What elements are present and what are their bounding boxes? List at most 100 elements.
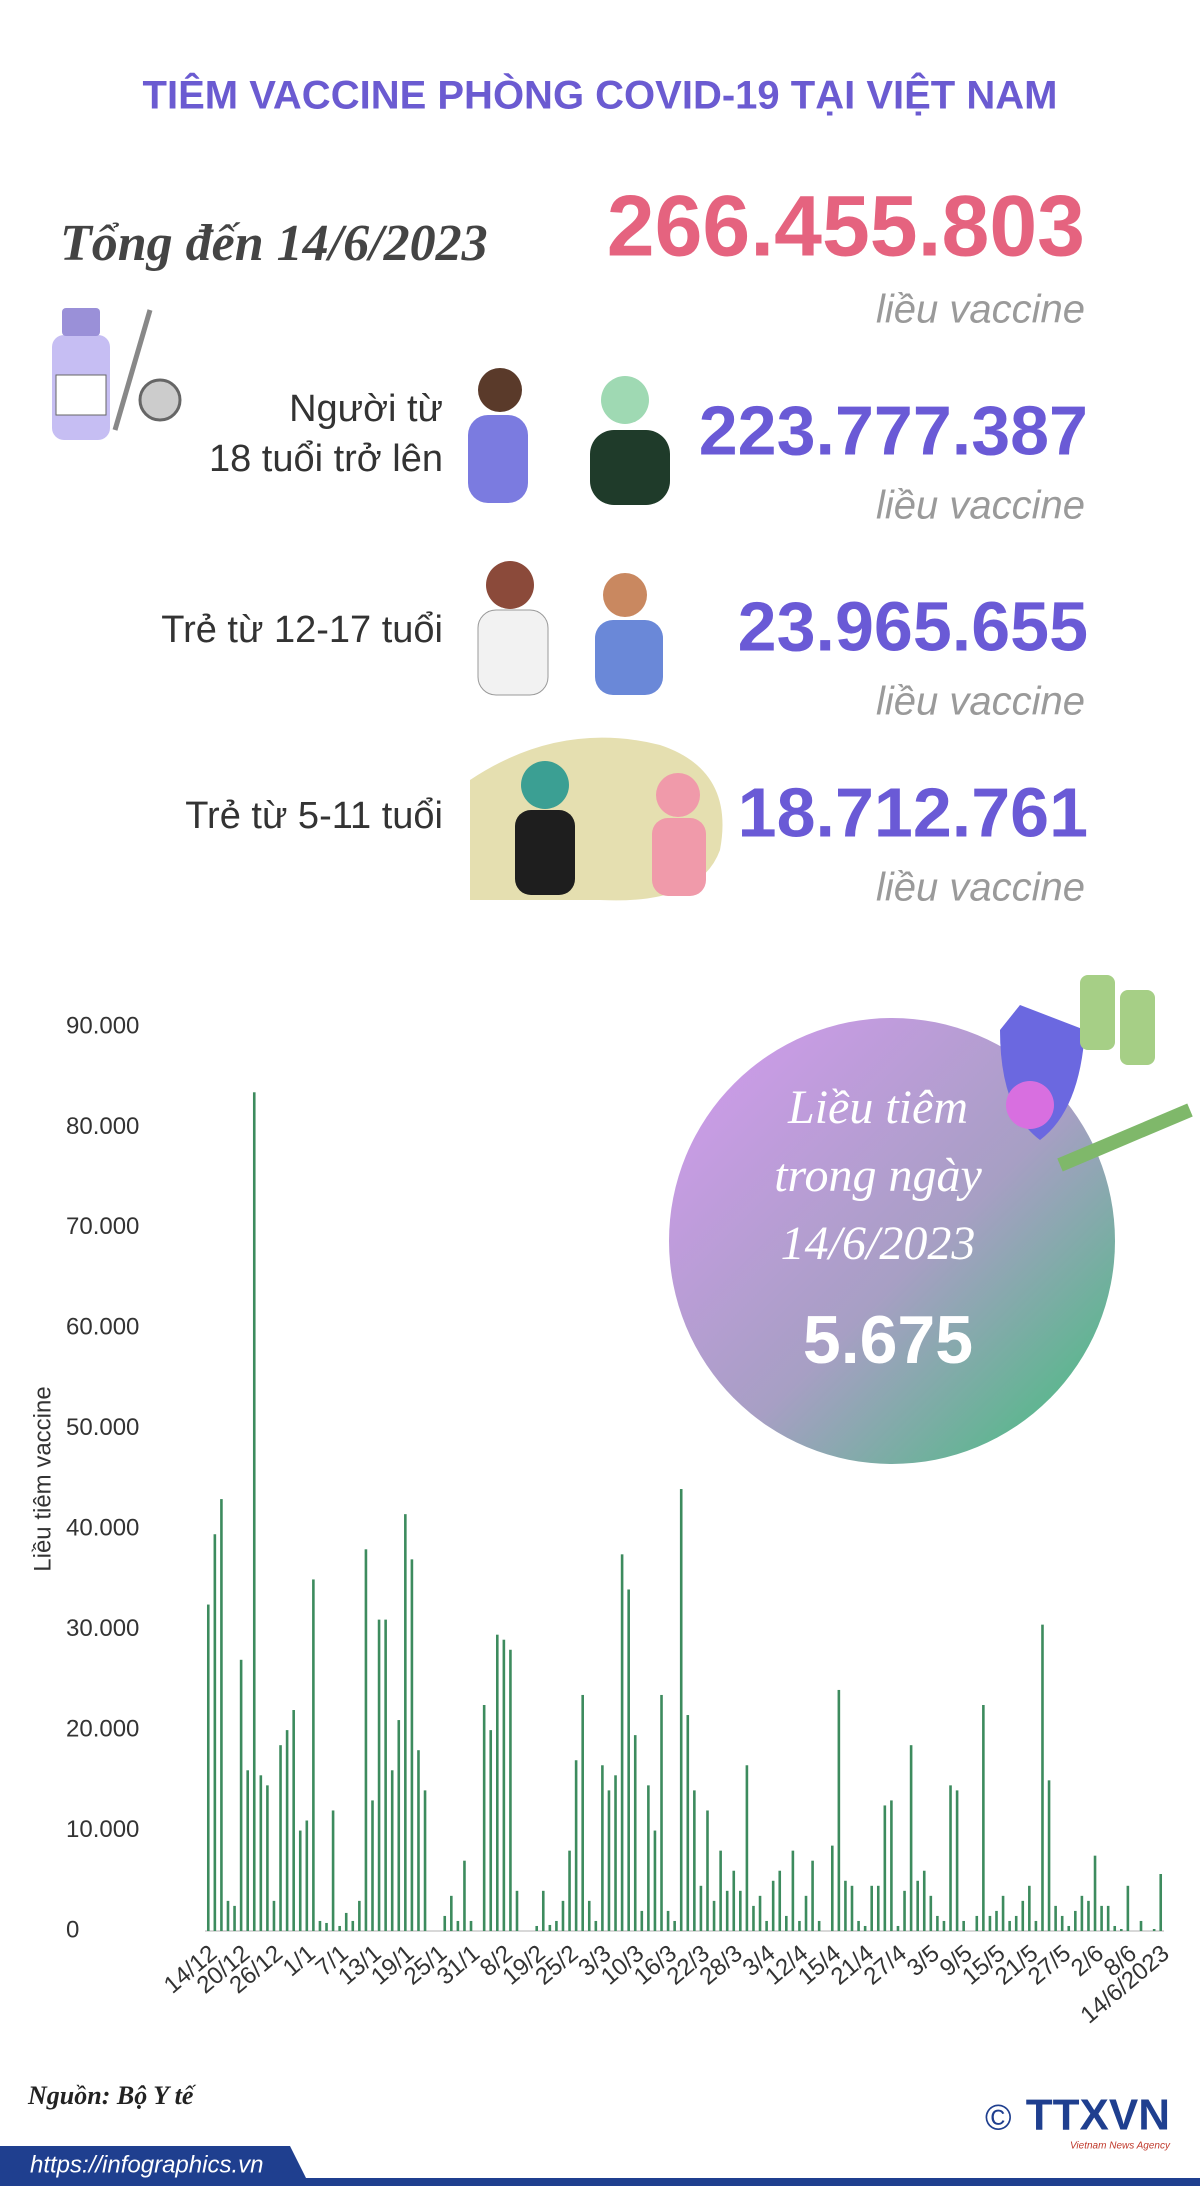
bar xyxy=(266,1785,269,1931)
bar xyxy=(1152,1928,1156,1931)
url[interactable]: https://infographics.vn xyxy=(30,2151,263,2178)
bar xyxy=(259,1775,263,1931)
bar xyxy=(811,1860,814,1931)
group-unit: liều vaccine xyxy=(876,484,1085,528)
bar xyxy=(876,1885,880,1931)
bar xyxy=(883,1805,887,1931)
source: Nguồn: Bộ Y tế xyxy=(27,2081,197,2110)
total-label: Tổng đến 14/6/2023 xyxy=(60,215,488,272)
bar xyxy=(620,1554,624,1931)
bar xyxy=(417,1750,420,1931)
bar xyxy=(844,1880,847,1931)
bar xyxy=(890,1800,893,1931)
title: TIÊM VACCINE PHÒNG COVID-19 TẠI VIỆT NAM xyxy=(143,72,1058,118)
bar xyxy=(863,1925,867,1931)
bar xyxy=(929,1895,933,1931)
y-axis-label: Liều tiêm vaccine xyxy=(29,1386,56,1571)
adult-illustration xyxy=(468,368,670,505)
bar xyxy=(1014,1915,1018,1931)
group-unit: liều vaccine xyxy=(876,866,1085,910)
bar xyxy=(1067,1925,1071,1931)
bar xyxy=(870,1885,874,1931)
bar xyxy=(693,1790,696,1931)
y-tick-label: 50.000 xyxy=(66,1414,139,1441)
y-tick-label: 0 xyxy=(66,1916,79,1943)
bar xyxy=(1008,1920,1011,1931)
footer-band xyxy=(0,2146,310,2186)
bar xyxy=(922,1870,926,1931)
bar xyxy=(982,1705,985,1931)
bar xyxy=(371,1800,374,1931)
daily-bubble xyxy=(669,1018,1115,1464)
bar xyxy=(285,1730,289,1931)
shield-illustration xyxy=(1000,975,1193,1172)
bar xyxy=(607,1790,611,1931)
bar xyxy=(561,1900,565,1931)
bar xyxy=(358,1900,361,1931)
bar xyxy=(344,1912,348,1931)
bar xyxy=(1100,1905,1103,1931)
total-unit: liều vaccine xyxy=(876,288,1085,332)
bar xyxy=(614,1775,617,1931)
group-value: 23.965.655 xyxy=(738,587,1088,665)
bar xyxy=(515,1890,519,1931)
bar xyxy=(443,1915,447,1931)
bar xyxy=(785,1915,788,1931)
bar xyxy=(423,1790,427,1931)
bar xyxy=(397,1720,401,1931)
bar xyxy=(489,1730,493,1931)
bar xyxy=(1113,1925,1117,1931)
bar xyxy=(298,1830,302,1931)
bar xyxy=(338,1925,341,1931)
y-tick-label: 70.000 xyxy=(66,1213,139,1240)
bar xyxy=(1106,1905,1110,1931)
bar xyxy=(778,1870,782,1931)
bar xyxy=(633,1735,637,1931)
child-illustration xyxy=(470,737,723,901)
bar xyxy=(213,1534,217,1931)
bar xyxy=(390,1770,394,1931)
bar xyxy=(233,1905,236,1931)
bar xyxy=(272,1900,276,1931)
logo: TTXVN xyxy=(1026,2091,1170,2140)
bar xyxy=(752,1905,755,1931)
bar xyxy=(850,1885,854,1931)
bar xyxy=(1034,1920,1038,1931)
group-label: Trẻ từ 5-11 tuổi xyxy=(185,795,443,837)
bar xyxy=(975,1915,979,1931)
bar xyxy=(804,1895,808,1931)
bar xyxy=(1047,1780,1051,1931)
bar xyxy=(758,1895,762,1931)
bar xyxy=(857,1920,860,1931)
bar xyxy=(936,1915,939,1931)
bar xyxy=(312,1579,315,1931)
bar xyxy=(995,1910,998,1931)
daily-label: Liều tiêm xyxy=(787,1081,968,1134)
bar xyxy=(364,1549,368,1931)
bar xyxy=(495,1634,499,1931)
bar xyxy=(640,1910,644,1931)
daily-value: 5.675 xyxy=(803,1302,973,1378)
bar xyxy=(601,1765,604,1931)
bar xyxy=(410,1559,414,1931)
bar xyxy=(318,1920,322,1931)
copyright-icon: © xyxy=(985,2097,1012,2138)
bar xyxy=(942,1920,946,1931)
group-value: 18.712.761 xyxy=(738,773,1088,851)
bar xyxy=(1080,1895,1084,1931)
bar xyxy=(699,1885,703,1931)
bar xyxy=(660,1694,663,1931)
bar xyxy=(535,1925,539,1931)
bar xyxy=(384,1619,387,1931)
bar xyxy=(837,1689,841,1931)
group-value: 223.777.387 xyxy=(699,391,1088,469)
bar xyxy=(568,1850,571,1931)
bar xyxy=(351,1920,355,1931)
total-value: 266.455.803 xyxy=(607,179,1085,275)
group-label: Trẻ từ 12-17 tuổi xyxy=(161,609,443,651)
bar xyxy=(239,1659,243,1931)
bar xyxy=(1087,1900,1090,1931)
bar xyxy=(686,1715,690,1931)
bar xyxy=(666,1910,670,1931)
